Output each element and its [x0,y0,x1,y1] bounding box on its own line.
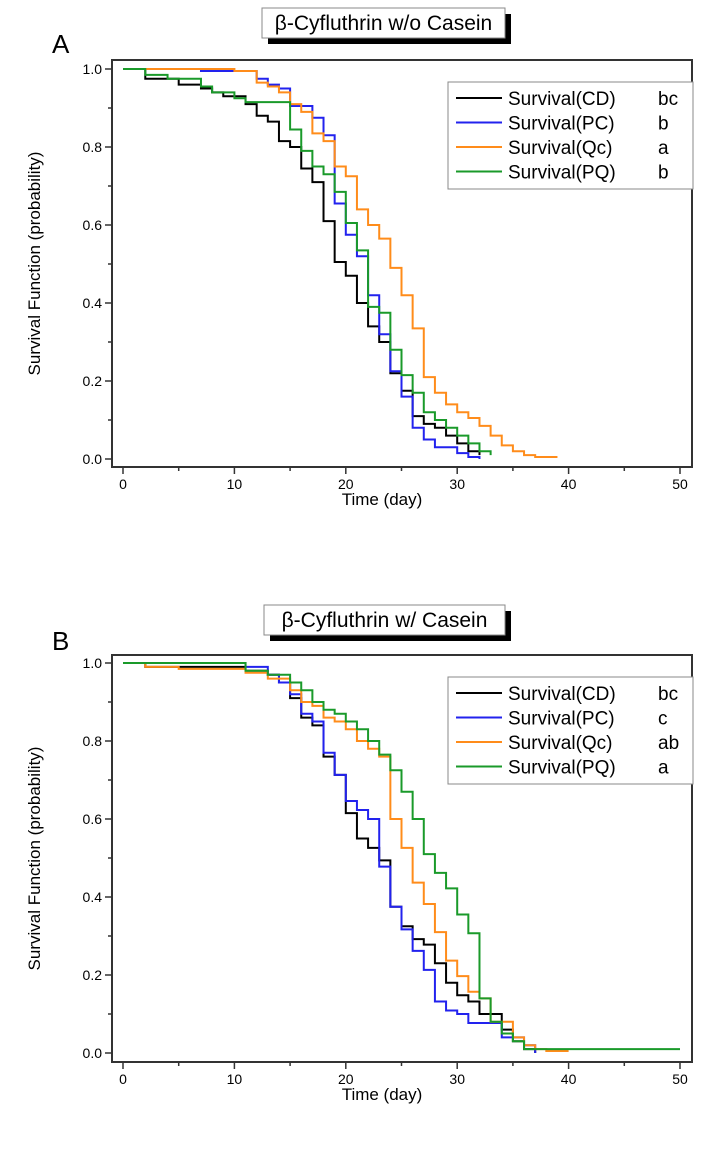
y-tick-label: 0.0 [83,1045,103,1061]
legend-label: Survival(CD) [508,89,616,110]
panel-B: β-Cyfluthrin w/ Casein B 0 10 20 30 40 50 0.0 0.2… [25,604,694,1104]
x-tick-label: 30 [449,476,465,492]
legend-label: Survival(PC) [508,709,615,730]
y-axis-label: Survival Function (probability) [25,747,44,971]
x-tick-label: 20 [338,1071,354,1087]
legend-label: Survival(PC) [508,114,615,135]
legend-group-letter: bc [658,89,678,110]
panel-A: β-Cyfluthrin w/o Casein A 0 10 20 30 40 50 0.0 0.… [25,7,694,509]
x-tick-label: 0 [119,1071,127,1087]
y-tick-label: 1.0 [83,655,103,671]
chart-title: β-Cyfluthrin w/ Casein [282,609,488,632]
legend-group-letter: b [658,163,669,184]
x-tick-label: 0 [119,476,127,492]
title-box [263,604,506,636]
y-tick-label: 0.4 [83,889,103,905]
title-box [261,7,506,39]
series-line-CD [123,68,481,456]
x-tick-label: 30 [449,1071,465,1087]
legend-label: Survival(PQ) [508,163,616,184]
panel-letter: B [52,626,69,656]
x-tick-label: 10 [227,1071,243,1087]
legend-label: Survival(Qc) [508,733,613,754]
x-tick-label: 10 [227,476,243,492]
legend-label: Survival(CD) [508,684,616,705]
x-axis-label: Time (day) [342,1085,423,1104]
legend-group-letter: a [658,138,669,159]
x-tick-label: 20 [338,476,354,492]
legend-group-letter: bc [658,684,678,705]
panel-letter: A [52,29,70,59]
legend-label: Survival(PQ) [508,758,616,779]
legend-group-letter: a [658,758,669,779]
series-line-PC [123,68,481,459]
y-tick-label: 0.0 [83,451,103,467]
y-tick-label: 1.0 [83,61,103,77]
series-line-PQ [123,68,492,456]
legend-group-letter: c [658,709,668,730]
x-tick-label: 40 [561,1071,577,1087]
y-tick-label: 0.8 [83,139,103,155]
x-tick-label: 50 [672,1071,688,1087]
x-tick-label: 40 [561,476,577,492]
series-line-QC [123,68,558,459]
series-line-PQ [123,662,680,1051]
legend-group-letter: ab [658,733,679,754]
y-tick-label: 0.4 [83,295,103,311]
y-tick-label: 0.6 [83,217,103,233]
legend: Survival(CD) bc Survival(PC) b Survival(Qc) a… [447,81,694,190]
legend-label: Survival(Qc) [508,138,613,159]
y-tick-label: 0.2 [83,967,103,983]
legend: Survival(CD) bc Survival(PC) c Survival(Qc) a… [447,676,694,785]
x-tick-label: 50 [672,476,688,492]
y-axis-label: Survival Function (probability) [25,152,44,376]
y-tick-label: 0.6 [83,811,103,827]
chart-title: β-Cyfluthrin w/o Casein [275,12,493,35]
legend-group-letter: b [658,114,669,135]
y-tick-label: 0.8 [83,733,103,749]
y-tick-label: 0.2 [83,373,103,389]
x-axis-label: Time (day) [342,490,423,509]
